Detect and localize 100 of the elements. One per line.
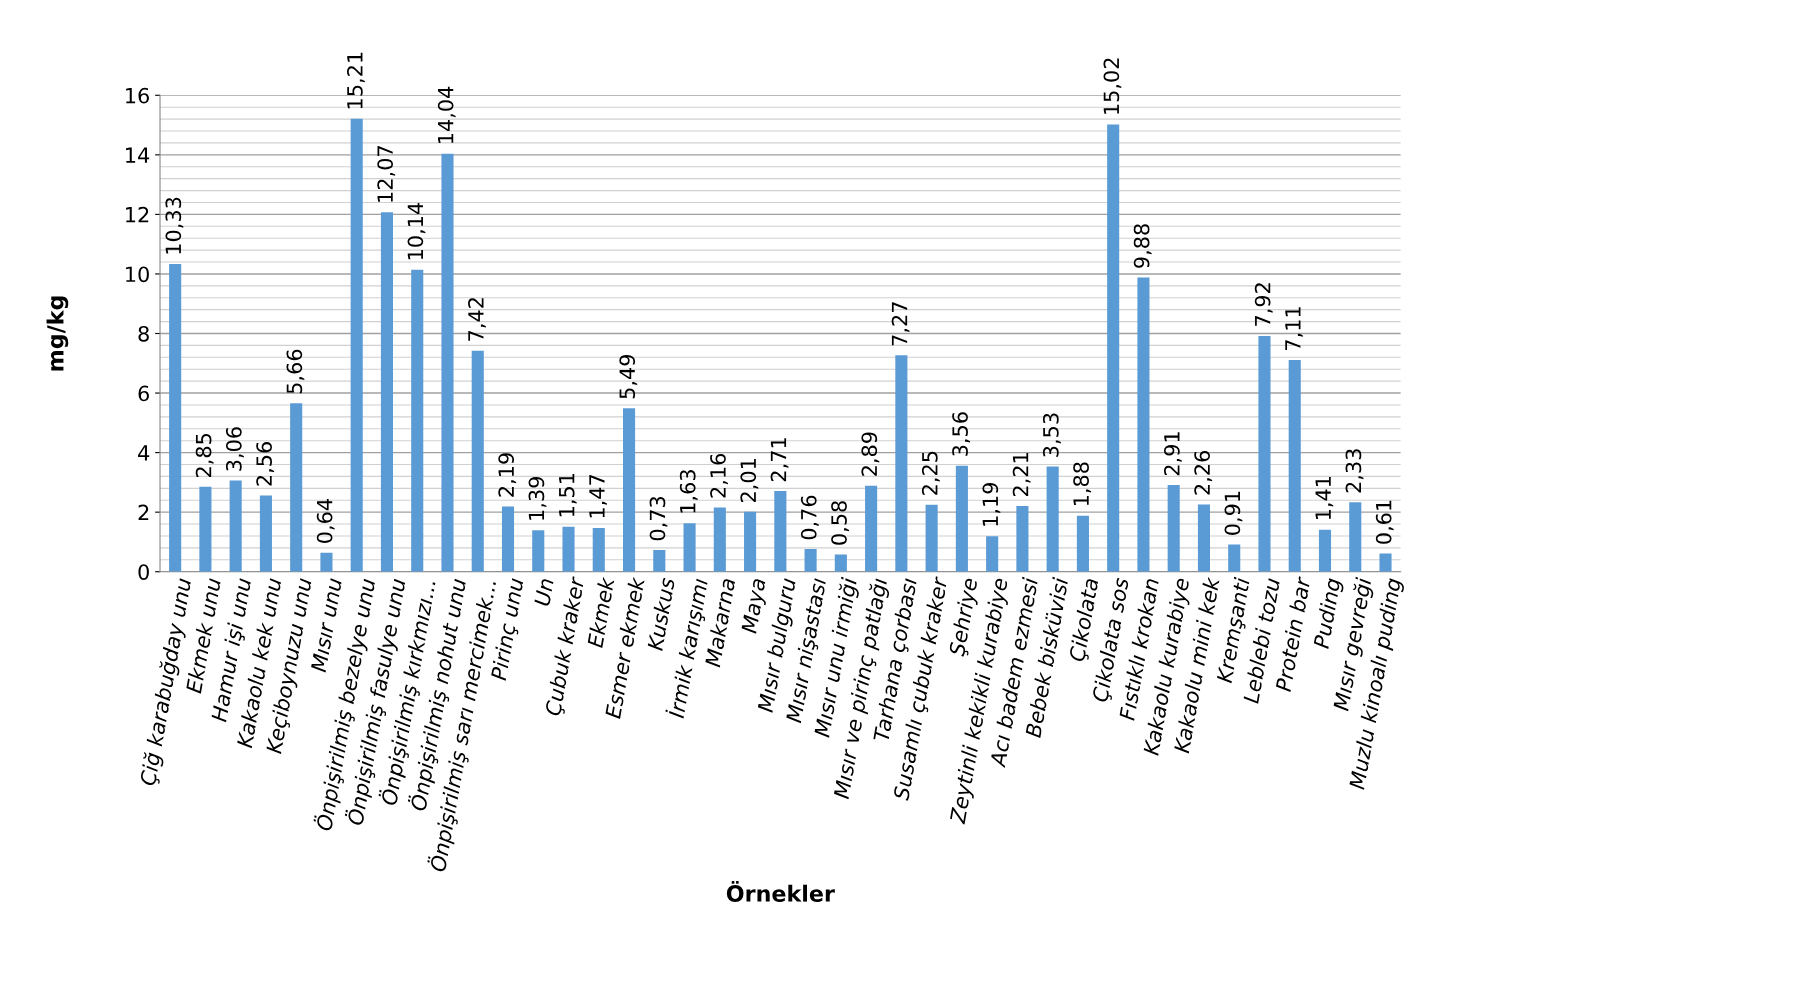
bar: [713, 507, 726, 572]
y-tick-label: 10: [126, 266, 149, 283]
data-label: 0,61: [1375, 500, 1394, 544]
bar: [169, 264, 182, 572]
data-label: 9,88: [1133, 224, 1152, 268]
data-label: 3,06: [225, 427, 244, 471]
y-tick-label: 12: [126, 206, 149, 223]
data-label: 7,11: [1285, 307, 1303, 350]
bar: [653, 549, 666, 572]
data-label: 2,33: [1345, 449, 1364, 493]
data-label: 2,26: [1194, 451, 1213, 495]
data-label: 2,71: [770, 438, 789, 482]
bar: [1016, 505, 1029, 572]
data-label: 1,88: [1073, 462, 1092, 506]
x-axis-title: Örnekler: [726, 881, 835, 902]
y-tick-label: 2: [138, 504, 149, 521]
bar: [622, 408, 636, 572]
bar: [865, 485, 878, 572]
bar: [1258, 335, 1271, 572]
bar: [804, 549, 817, 572]
bar: [471, 350, 484, 572]
data-label: 14,04: [437, 86, 456, 144]
data-label: 3,56: [952, 412, 971, 456]
data-label: 1,41: [1315, 476, 1334, 520]
data-label: 7,27: [891, 302, 910, 346]
bar: [199, 486, 212, 572]
y-tick-label: 6: [138, 385, 149, 402]
bar: [532, 530, 545, 572]
data-label: 2,01: [740, 459, 759, 502]
data-label: 3,53: [1042, 413, 1061, 457]
bar: [229, 480, 242, 572]
y-tick-label: 4: [138, 445, 150, 461]
data-label: 2,21: [1012, 453, 1031, 497]
bar: [380, 212, 394, 572]
data-label: 12,07: [377, 146, 396, 202]
bar: [1228, 544, 1241, 572]
x-tick-label: Kuskus: [646, 577, 676, 651]
data-label: 0,76: [800, 495, 819, 540]
y-axis-title: mg/kg: [46, 296, 69, 371]
bar: [1379, 553, 1392, 572]
data-label: 1,63: [679, 470, 698, 513]
data-label: 5,49: [619, 354, 638, 399]
data-label: 7,92: [1254, 283, 1273, 326]
bar: [562, 526, 575, 572]
bar: [1167, 485, 1180, 572]
bar: [774, 491, 787, 572]
data-label: 7,42: [468, 298, 486, 341]
x-tick-label: Puding: [1312, 577, 1345, 650]
y-tick-label: 8: [138, 325, 149, 342]
x-tick-label: Şehriye: [948, 577, 982, 658]
data-label: 1,47: [589, 475, 607, 518]
data-label: 0,91: [1224, 491, 1243, 535]
bar: [350, 118, 363, 572]
x-tick-label: Ekmek: [586, 575, 615, 649]
bar: [895, 355, 908, 572]
data-label: 2,89: [861, 432, 880, 476]
bar: [1107, 124, 1120, 572]
bar: [1137, 277, 1150, 572]
bar: [592, 527, 605, 572]
bar: [955, 465, 968, 572]
data-label: 2,16: [710, 453, 728, 498]
bar: [320, 552, 333, 572]
bar: [744, 511, 757, 572]
data-label: 2,25: [921, 451, 940, 495]
bar: [411, 269, 424, 572]
bar: [1046, 466, 1059, 572]
x-tick-label: Un: [534, 578, 554, 607]
bar: [1349, 502, 1362, 572]
data-label: 2,56: [256, 442, 275, 486]
y-tick-label: 16: [126, 87, 149, 104]
bar: [1288, 360, 1301, 572]
data-label: 15,02: [1103, 58, 1122, 114]
bar: [441, 153, 454, 572]
data-label: 1,51: [559, 473, 577, 517]
data-label: 15,21: [346, 52, 365, 109]
data-label: 5,66: [286, 349, 305, 394]
bar: [1318, 529, 1332, 572]
data-label: 2,91: [1163, 432, 1182, 476]
data-label: 0,58: [831, 501, 850, 545]
data-label: 2,85: [195, 433, 214, 477]
bar: [925, 504, 938, 572]
data-label: 10,14: [407, 202, 426, 260]
bar: [986, 536, 999, 572]
x-tick-label: Mısır unu: [310, 577, 343, 673]
y-tick-label: 0: [138, 564, 149, 580]
bar: [501, 506, 515, 572]
bar: [259, 495, 272, 572]
bar: [1197, 504, 1211, 572]
bar: [683, 523, 696, 572]
bar: [834, 554, 847, 572]
data-label: 1,39: [528, 477, 547, 520]
x-tick-label: Maya: [741, 578, 770, 635]
data-label: 1,19: [982, 483, 1001, 526]
data-label: 0,73: [649, 496, 668, 541]
data-label: 10,33: [165, 197, 184, 254]
data-label: 0,64: [316, 499, 335, 543]
bar: [1076, 515, 1089, 572]
bar: [290, 403, 303, 572]
y-tick-label: 14: [126, 147, 150, 163]
data-label: 2,19: [498, 453, 517, 497]
